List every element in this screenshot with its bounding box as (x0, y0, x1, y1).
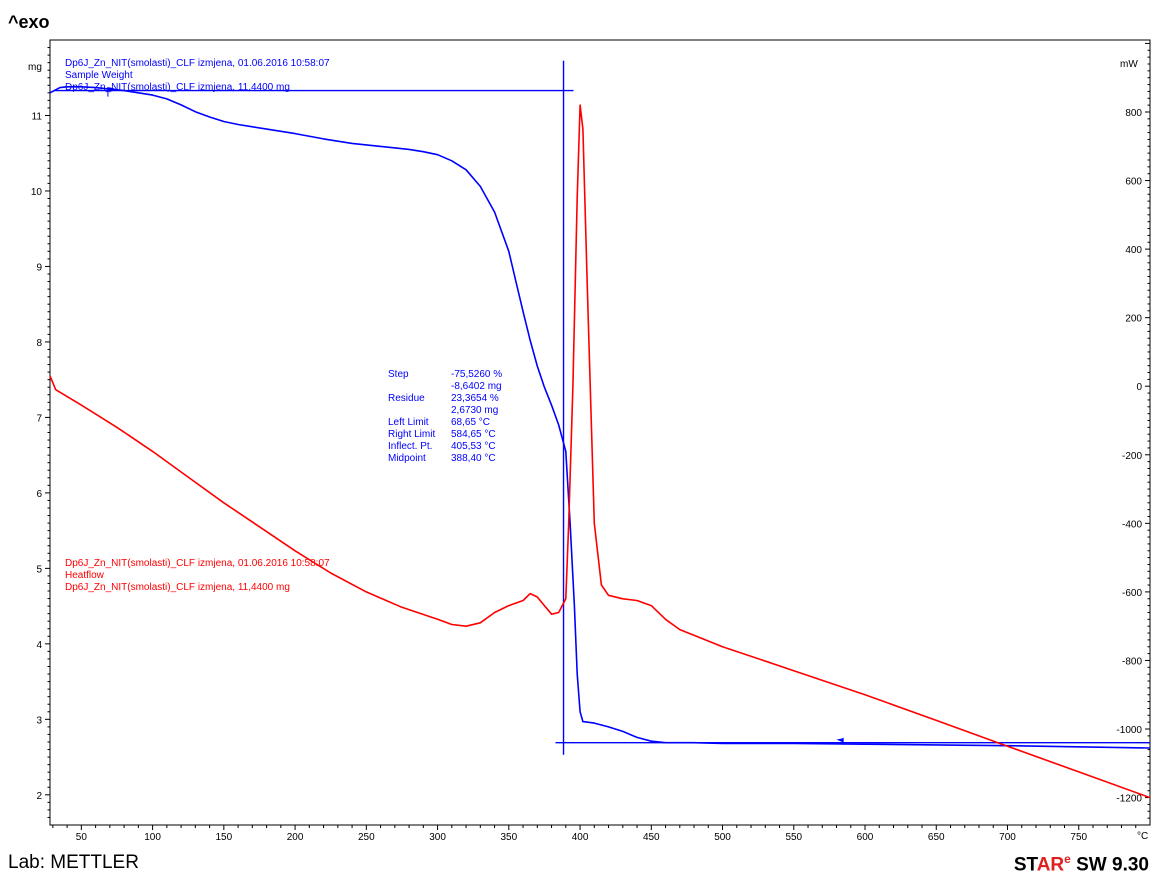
x-tick-label: 200 (287, 832, 304, 843)
eval-value: 405,53 °C (451, 441, 496, 452)
x-tick-label: 700 (999, 832, 1016, 843)
y-right-unit: mW (1120, 59, 1138, 70)
y-left-tick-label: 6 (36, 489, 42, 500)
y-left-unit: mg (28, 62, 42, 73)
exo-label: ^exo (8, 12, 50, 32)
heatflow-legend-line-1: Dp6J_Zn_NIT(smolasti)_CLF izmjena, 01.06… (65, 558, 330, 569)
eval-label: Left Limit (388, 417, 429, 428)
y-left-tick-label: 9 (36, 262, 42, 273)
x-tick-label: 750 (1070, 832, 1087, 843)
y-right-tick-label: -200 (1122, 451, 1142, 462)
heatflow-legend-line-3: Dp6J_Zn_NIT(smolasti)_CLF izmjena, 11,44… (65, 582, 290, 593)
weight-legend-line-3: Dp6J_Zn_NIT(smolasti)_CLF izmjena, 11,44… (65, 82, 290, 93)
y-left-tick-label: 3 (36, 715, 42, 726)
x-tick-label: 350 (500, 832, 517, 843)
y-left-tick-label: 10 (31, 187, 43, 198)
x-tick-label: 550 (785, 832, 802, 843)
eval-label: Residue (388, 393, 425, 404)
series-layer (49, 86, 1151, 799)
eval-label: Right Limit (388, 429, 435, 440)
brand-prefix: ST (1013, 854, 1037, 876)
x-unit: °C (1137, 831, 1148, 842)
eval-label: Midpoint (388, 453, 426, 464)
x-tick-label: 450 (643, 832, 660, 843)
y-left-tick-label: 7 (36, 413, 42, 424)
x-tick-label: 50 (76, 832, 88, 843)
y-right-tick-label: 0 (1136, 382, 1142, 393)
brand-suffix: SW 9.30 (1070, 854, 1149, 876)
y-right-tick-label: -600 (1122, 588, 1142, 599)
y-right-axis: -1200 -1000 -800 -600 -400 -200 0 200 400 600 800 (1116, 42, 1150, 819)
eval-label: Inflect. Pt. (388, 441, 432, 452)
eval-value: 2,6730 mg (451, 405, 498, 416)
y-left-tick-label: 4 (36, 640, 42, 651)
heatflow-legend: Dp6J_Zn_NIT(smolasti)_CLF izmjena, 01.06… (65, 558, 330, 593)
weight-legend-line-1: Dp6J_Zn_NIT(smolasti)_CLF izmjena, 01.06… (65, 58, 330, 69)
y-right-tick-label: 600 (1125, 177, 1142, 188)
y-left-tick-label: 11 (32, 111, 43, 122)
y-left-tick-label: 2 (36, 791, 42, 802)
evaluation-results: Step -75,5260 %-8,6402 mg Residue 23,3654 %… (388, 369, 502, 464)
eval-value: 68,65 °C (451, 417, 490, 428)
y-right-tick-label: 800 (1125, 108, 1142, 119)
x-tick-label: 600 (857, 832, 874, 843)
y-left-tick-label: 8 (36, 338, 42, 349)
plot-frame (49, 39, 1151, 826)
heatflow-legend-line-2: Heatflow (65, 570, 105, 581)
y-right-tick-label: -800 (1122, 656, 1142, 667)
x-tick-label: 300 (429, 832, 446, 843)
x-tick-label: 150 (215, 832, 232, 843)
brand-sup: e (1064, 852, 1071, 866)
y-right-tick-label: 400 (1125, 245, 1142, 256)
y-right-tick-label: -1200 (1116, 794, 1142, 805)
y-right-tick-label: 200 (1125, 314, 1142, 325)
eval-value: -8,6402 mg (451, 381, 502, 392)
y-left-axis: 2 3 4 5 6 7 8 9 10 11 (31, 47, 50, 818)
eval-value: 23,3654 % (451, 393, 499, 404)
x-tick-label: 400 (572, 832, 589, 843)
step-evaluation-lines (54, 60, 1150, 755)
series-line-sample-weight (49, 86, 1151, 749)
series-line-heatflow (49, 104, 1151, 799)
weight-legend-line-2: Sample Weight (65, 70, 133, 81)
x-tick-label: 250 (358, 832, 375, 843)
brand-red: AR (1036, 854, 1065, 876)
y-right-tick-label: -1000 (1116, 725, 1142, 736)
eval-value: 584,65 °C (451, 429, 496, 440)
x-axis: 50 100 150 200 250 300 350 400 450 500 550 600 650 70… (52, 825, 1137, 843)
eval-value: 388,40 °C (451, 453, 496, 464)
y-right-tick-label: -400 (1122, 519, 1142, 530)
y-left-tick-label: 5 (36, 564, 42, 575)
weight-legend: Dp6J_Zn_NIT(smolasti)_CLF izmjena, 01.06… (65, 58, 330, 93)
x-tick-label: 100 (144, 832, 161, 843)
software-brand: STARe SW 9.30 (1014, 852, 1149, 876)
x-tick-label: 500 (714, 832, 731, 843)
eval-label: Step (388, 369, 409, 380)
x-tick-label: 650 (928, 832, 945, 843)
eval-value: -75,5260 % (451, 369, 502, 380)
lab-label: Lab: METTLER (8, 852, 139, 873)
